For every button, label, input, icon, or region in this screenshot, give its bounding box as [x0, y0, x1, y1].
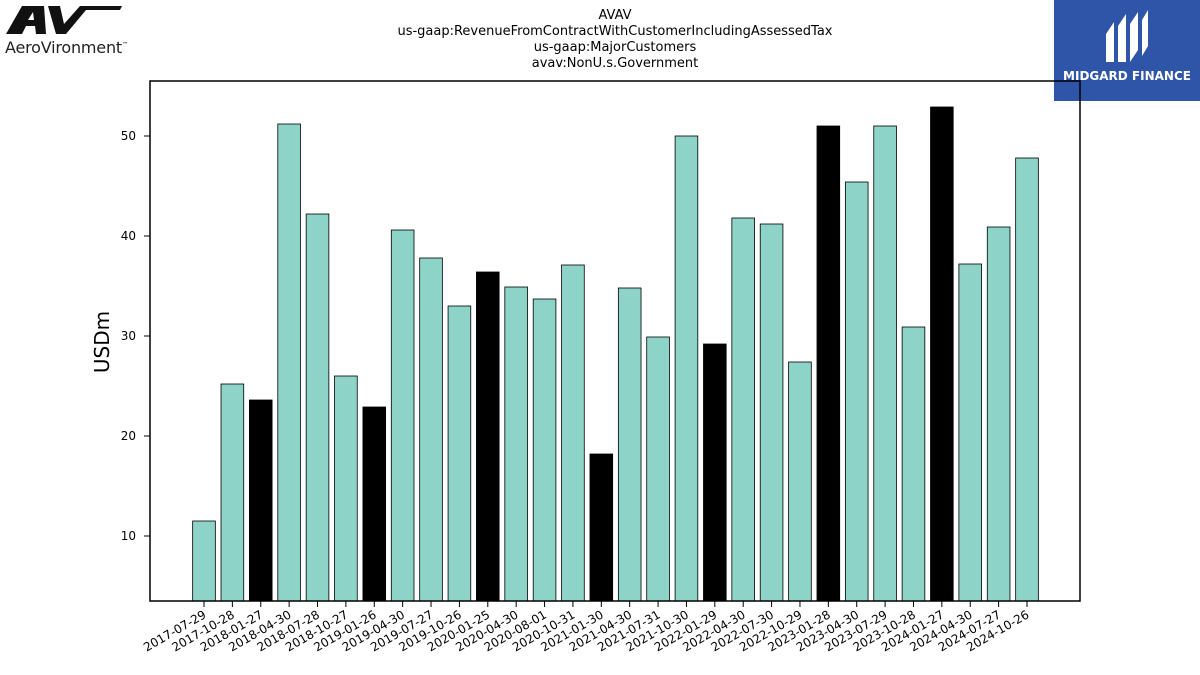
bar-2022-04-30 — [731, 217, 755, 602]
y-axis-label: USDm — [90, 311, 114, 373]
bar-2018-04-30 — [277, 123, 301, 602]
bars-group — [192, 106, 1039, 602]
aerovironment-wordmark: AeroVironment™ — [5, 38, 128, 57]
bar-2020-01-25 — [476, 271, 500, 602]
midgard-finance-text: MIDGARD FINANCE — [1063, 69, 1191, 83]
chart-title: AVAV us-gaap:RevenueFromContractWithCust… — [310, 8, 920, 72]
title-line: avav:NonU.s.Government — [531, 56, 699, 71]
bar-2024-04-30 — [958, 263, 982, 602]
bar-2019-01-26 — [362, 406, 387, 602]
bar-2021-07-31 — [646, 336, 670, 602]
bar-2020-04-30 — [504, 286, 528, 602]
bar-2019-07-27 — [419, 257, 443, 602]
aerovironment-logo — [6, 6, 122, 34]
bar-2024-07-27 — [986, 226, 1011, 602]
bar-2022-01-29 — [703, 343, 727, 602]
bar-2022-07-30 — [759, 223, 784, 602]
bar-2021-04-30 — [617, 287, 642, 602]
bar-2020-08-01 — [532, 298, 557, 602]
bar-2023-10-28 — [901, 326, 926, 602]
bar-2023-04-30 — [844, 181, 869, 602]
bar-2017-07-29 — [192, 520, 216, 602]
plot-frame — [149, 80, 1081, 602]
bar-2023-07-29 — [873, 125, 897, 602]
midgard-emblem-icon — [1106, 10, 1148, 62]
bar-2018-01-27 — [249, 399, 273, 602]
title-line: us-gaap:RevenueFromContractWithCustomerI… — [397, 24, 833, 39]
title-line: AVAV — [598, 8, 632, 23]
title-line: us-gaap:MajorCustomers — [533, 40, 697, 55]
midgard-finance-logo: MIDGARD FINANCE — [1054, 0, 1200, 101]
y-tick-label: 20 — [121, 429, 136, 443]
x-axis: 2017-07-292017-10-282018-01-272018-04-30… — [141, 601, 1032, 654]
bar-2017-10-28 — [220, 383, 245, 602]
y-tick-label: 40 — [121, 229, 136, 243]
bar-2018-07-28 — [305, 213, 330, 602]
y-tick-label: 50 — [121, 129, 136, 143]
y-tick-label: 30 — [121, 329, 136, 343]
bar-2023-01-28 — [816, 125, 841, 602]
bar-2024-01-27 — [930, 106, 954, 602]
bar-2024-10-26 — [1015, 157, 1039, 602]
bar-2019-10-26 — [447, 305, 472, 602]
y-tick-label: 10 — [121, 529, 136, 543]
av-logo-mark — [6, 6, 46, 34]
bar-2020-10-31 — [561, 264, 585, 602]
y-axis: 10 20 30 40 50 — [121, 129, 150, 543]
bar-2021-10-30 — [674, 135, 699, 602]
bar-2022-10-29 — [788, 361, 812, 602]
bar-2021-01-30 — [589, 453, 614, 602]
bar-2018-10-27 — [334, 375, 358, 602]
bar-2019-04-30 — [390, 229, 415, 602]
